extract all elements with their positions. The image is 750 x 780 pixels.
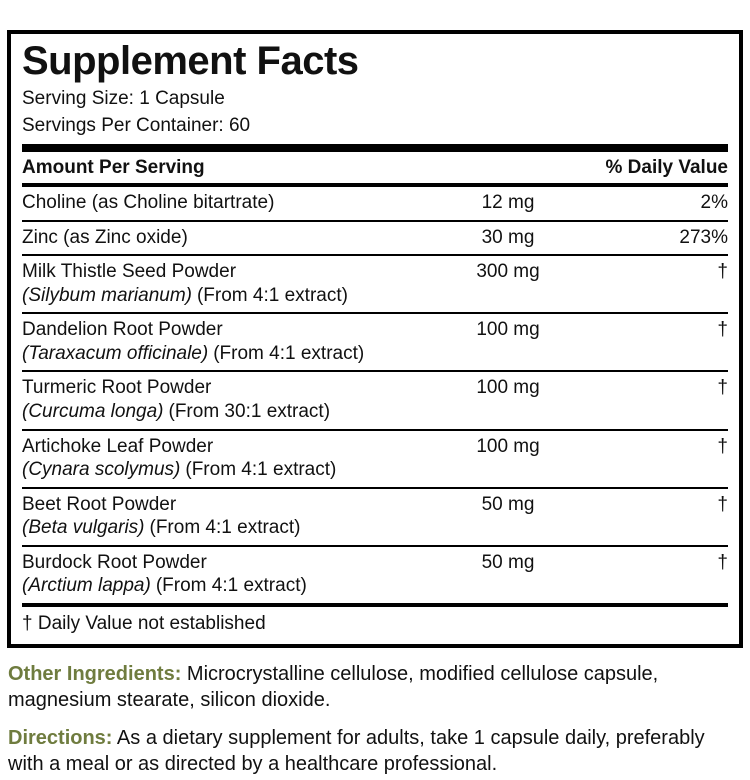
table-row: Artichoke Leaf Powder (Cynara scolymus)(… xyxy=(22,428,728,487)
amount-value: 50 mg xyxy=(481,551,535,573)
ingredient-cell: Beet Root Powder (Beta vulgaris) (From 4:… xyxy=(22,493,408,540)
other-ingredients-paragraph: Other Ingredients: Microcrystalline cell… xyxy=(8,661,742,714)
ingredient-name: Artichoke Leaf Powder xyxy=(22,435,214,457)
daily-value: † xyxy=(717,435,728,457)
daily-value: † xyxy=(717,319,728,341)
ingredient-name: Milk Thistle Seed Powder xyxy=(22,261,237,283)
ingredient-cell: Artichoke Leaf Powder (Cynara scolymus)(… xyxy=(22,435,408,482)
other-ingredients-label: Other Ingredients: xyxy=(8,662,182,685)
amount-value: 100 mg xyxy=(476,435,540,457)
supplement-facts-panel: Supplement Facts Serving Size: 1 Capsule… xyxy=(7,30,743,648)
ingredient-latin: (Silybum marianum) xyxy=(22,284,192,306)
ingredient-cell: Choline (as Choline bitartrate) xyxy=(22,191,408,215)
daily-value: 2% xyxy=(700,192,728,214)
ingredient-name: Burdock Root Powder xyxy=(22,551,207,573)
amount-value: 100 mg xyxy=(476,377,540,399)
table-row: Beet Root Powder (Beta vulgaris) (From 4:… xyxy=(22,486,728,545)
amount-value: 12 mg xyxy=(481,192,535,214)
ingredient-latin: (Cynara scolymus) xyxy=(22,459,181,481)
amount-value: 50 mg xyxy=(481,493,535,515)
ingredient-extract: (From 4:1 extract) xyxy=(185,459,337,481)
table-row: Milk Thistle Seed Powder (Silybum marian… xyxy=(22,254,728,312)
ingredient-extract: (From 30:1 extract) xyxy=(168,401,331,423)
table-row: Zinc (as Zinc oxide) 30 mg 273% xyxy=(22,219,728,255)
daily-value: † xyxy=(717,377,728,399)
serving-size-line: Serving Size: 1 Capsule xyxy=(22,88,225,109)
daily-value: 273% xyxy=(679,226,728,248)
table-header-row: Amount Per Serving % Daily Value xyxy=(22,152,728,188)
ingredient-cell: Turmeric Root Powder (Curcuma longa) (Fro… xyxy=(22,376,408,423)
ingredient-latin: (Curcuma longa) xyxy=(22,401,164,423)
ingredient-cell: Milk Thistle Seed Powder (Silybum marian… xyxy=(22,260,408,307)
ingredient-name: Zinc (as Zinc oxide) xyxy=(22,226,188,248)
amount-value: 30 mg xyxy=(481,226,535,248)
ingredient-latin: (Taraxacum officinale) xyxy=(22,342,209,364)
ingredient-extract: (From 4:1 extract) xyxy=(213,342,365,364)
table-row: Choline (as Choline bitartrate) 12 mg 2% xyxy=(22,187,728,220)
ingredient-name: Beet Root Powder xyxy=(22,493,177,515)
ingredient-extract: (From 4:1 extract) xyxy=(155,575,307,597)
ingredient-subline: (Silybum marianum) (From 4:1 extract) xyxy=(22,284,408,308)
amount-value: 100 mg xyxy=(476,319,540,341)
ingredient-name: Turmeric Root Powder xyxy=(22,377,212,399)
daily-value-header-label: % Daily Value xyxy=(605,157,728,179)
ingredient-subline: (Curcuma longa) (From 30:1 extract) xyxy=(22,400,408,424)
ingredient-subline: (Cynara scolymus) (From 4:1 extract) xyxy=(22,458,408,482)
ingredient-cell: Burdock Root Powder (Arctium lappa) (From… xyxy=(22,551,408,598)
other-ingredients-text: Microcrystalline cellulose, modified cel… xyxy=(8,662,659,712)
directions-paragraph: Directions: As a dietary supplement for … xyxy=(8,725,742,778)
daily-value: † xyxy=(717,551,728,573)
facts-rows: Choline (as Choline bitartrate) 12 mg 2%… xyxy=(22,187,728,603)
ingredient-cell: Zinc (as Zinc oxide) xyxy=(22,226,408,250)
ingredient-name: Choline (as Choline bitartrate) xyxy=(22,192,275,214)
ingredient-subline: (Arctium lappa) (From 4:1 extract) xyxy=(22,574,408,598)
ingredient-latin: (Beta vulgaris) xyxy=(22,517,145,539)
daily-value: † xyxy=(717,493,728,515)
daily-value-footnote: † Daily Value not established xyxy=(22,602,728,638)
amount-value: 300 mg xyxy=(476,261,540,283)
label-bottom-section: Other Ingredients: Microcrystalline cell… xyxy=(8,661,742,778)
amount-per-serving-label: Amount Per Serving xyxy=(22,157,205,179)
table-row: Burdock Root Powder (Arctium lappa) (From… xyxy=(22,544,728,603)
ingredient-extract: (From 4:1 extract) xyxy=(196,284,348,306)
table-row: Dandelion Root Powder (Taraxacum officin… xyxy=(22,312,728,370)
ingredient-cell: Dandelion Root Powder (Taraxacum officin… xyxy=(22,318,408,365)
ingredient-subline: (Beta vulgaris) (From 4:1 extract) xyxy=(22,516,408,540)
daily-value: † xyxy=(717,261,728,283)
ingredient-extract: (From 4:1 extract) xyxy=(149,517,301,539)
table-row: Turmeric Root Powder (Curcuma longa) (Fro… xyxy=(22,370,728,428)
ingredient-name: Dandelion Root Powder xyxy=(22,319,223,341)
panel-title: Supplement Facts xyxy=(22,39,359,83)
ingredient-subline: (Taraxacum officinale) (From 4:1 extract) xyxy=(22,342,408,366)
ingredient-latin: (Arctium lappa) xyxy=(22,575,151,597)
thick-divider xyxy=(22,144,728,153)
servings-per-container-line: Servings Per Container: 60 xyxy=(22,114,251,136)
directions-label: Directions: xyxy=(8,726,113,749)
directions-text: As a dietary supplement for adults, take… xyxy=(8,726,705,776)
serving-info: Serving Size: 1 Capsule Servings Per Con… xyxy=(22,86,728,139)
